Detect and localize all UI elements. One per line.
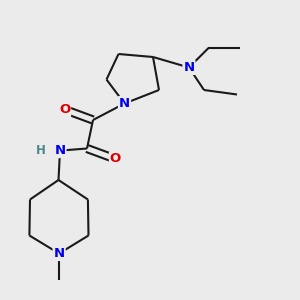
Text: N: N (119, 97, 130, 110)
Text: N: N (183, 61, 195, 74)
Text: N: N (54, 144, 66, 157)
Text: N: N (53, 247, 65, 260)
Text: O: O (59, 103, 70, 116)
Text: H: H (36, 144, 45, 157)
Text: O: O (110, 152, 121, 166)
